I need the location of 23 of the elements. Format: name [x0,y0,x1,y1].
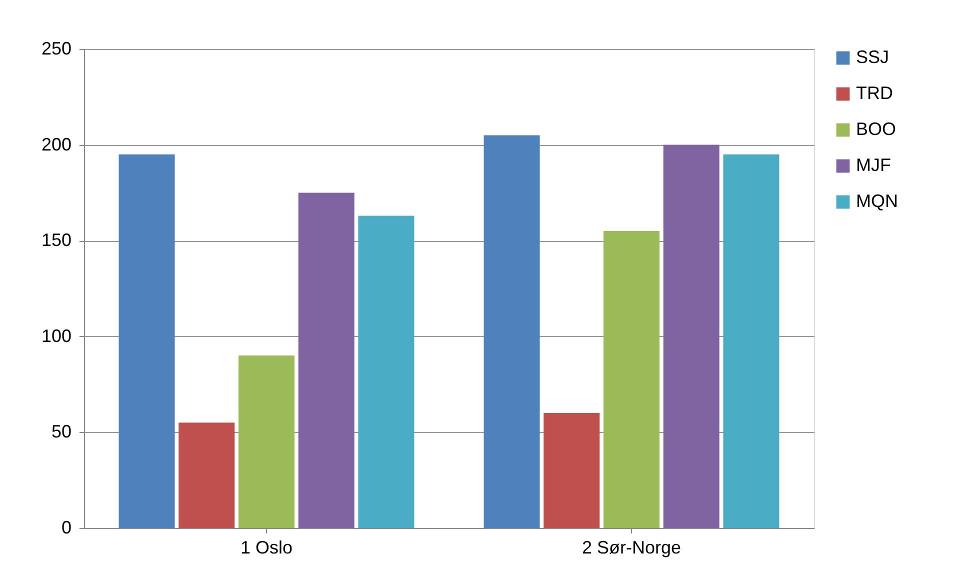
bar [178,422,235,528]
bar [118,154,175,528]
bar [663,144,720,528]
bar [298,192,354,528]
y-tick-label: 250 [41,38,72,58]
y-tick-label: 200 [41,134,72,154]
bar [723,154,780,528]
legend-label: SSJ [856,47,890,67]
y-tick-label: 50 [51,422,72,442]
x-tick-label: 1 Oslo [240,538,293,558]
y-tick-label: 100 [41,326,72,346]
y-tick-label: 0 [61,518,72,538]
x-tick-label: 2 Sør-Norge [582,538,682,558]
legend-label: MQN [856,191,898,211]
bar [484,135,540,528]
y-tick-label: 150 [41,230,72,250]
legend-label: BOO [856,119,896,139]
legend-label: TRD [856,83,893,103]
bar [238,356,294,528]
bar [358,216,414,528]
legend-label: MJF [856,155,891,175]
bar [604,231,660,528]
bar [544,413,600,528]
